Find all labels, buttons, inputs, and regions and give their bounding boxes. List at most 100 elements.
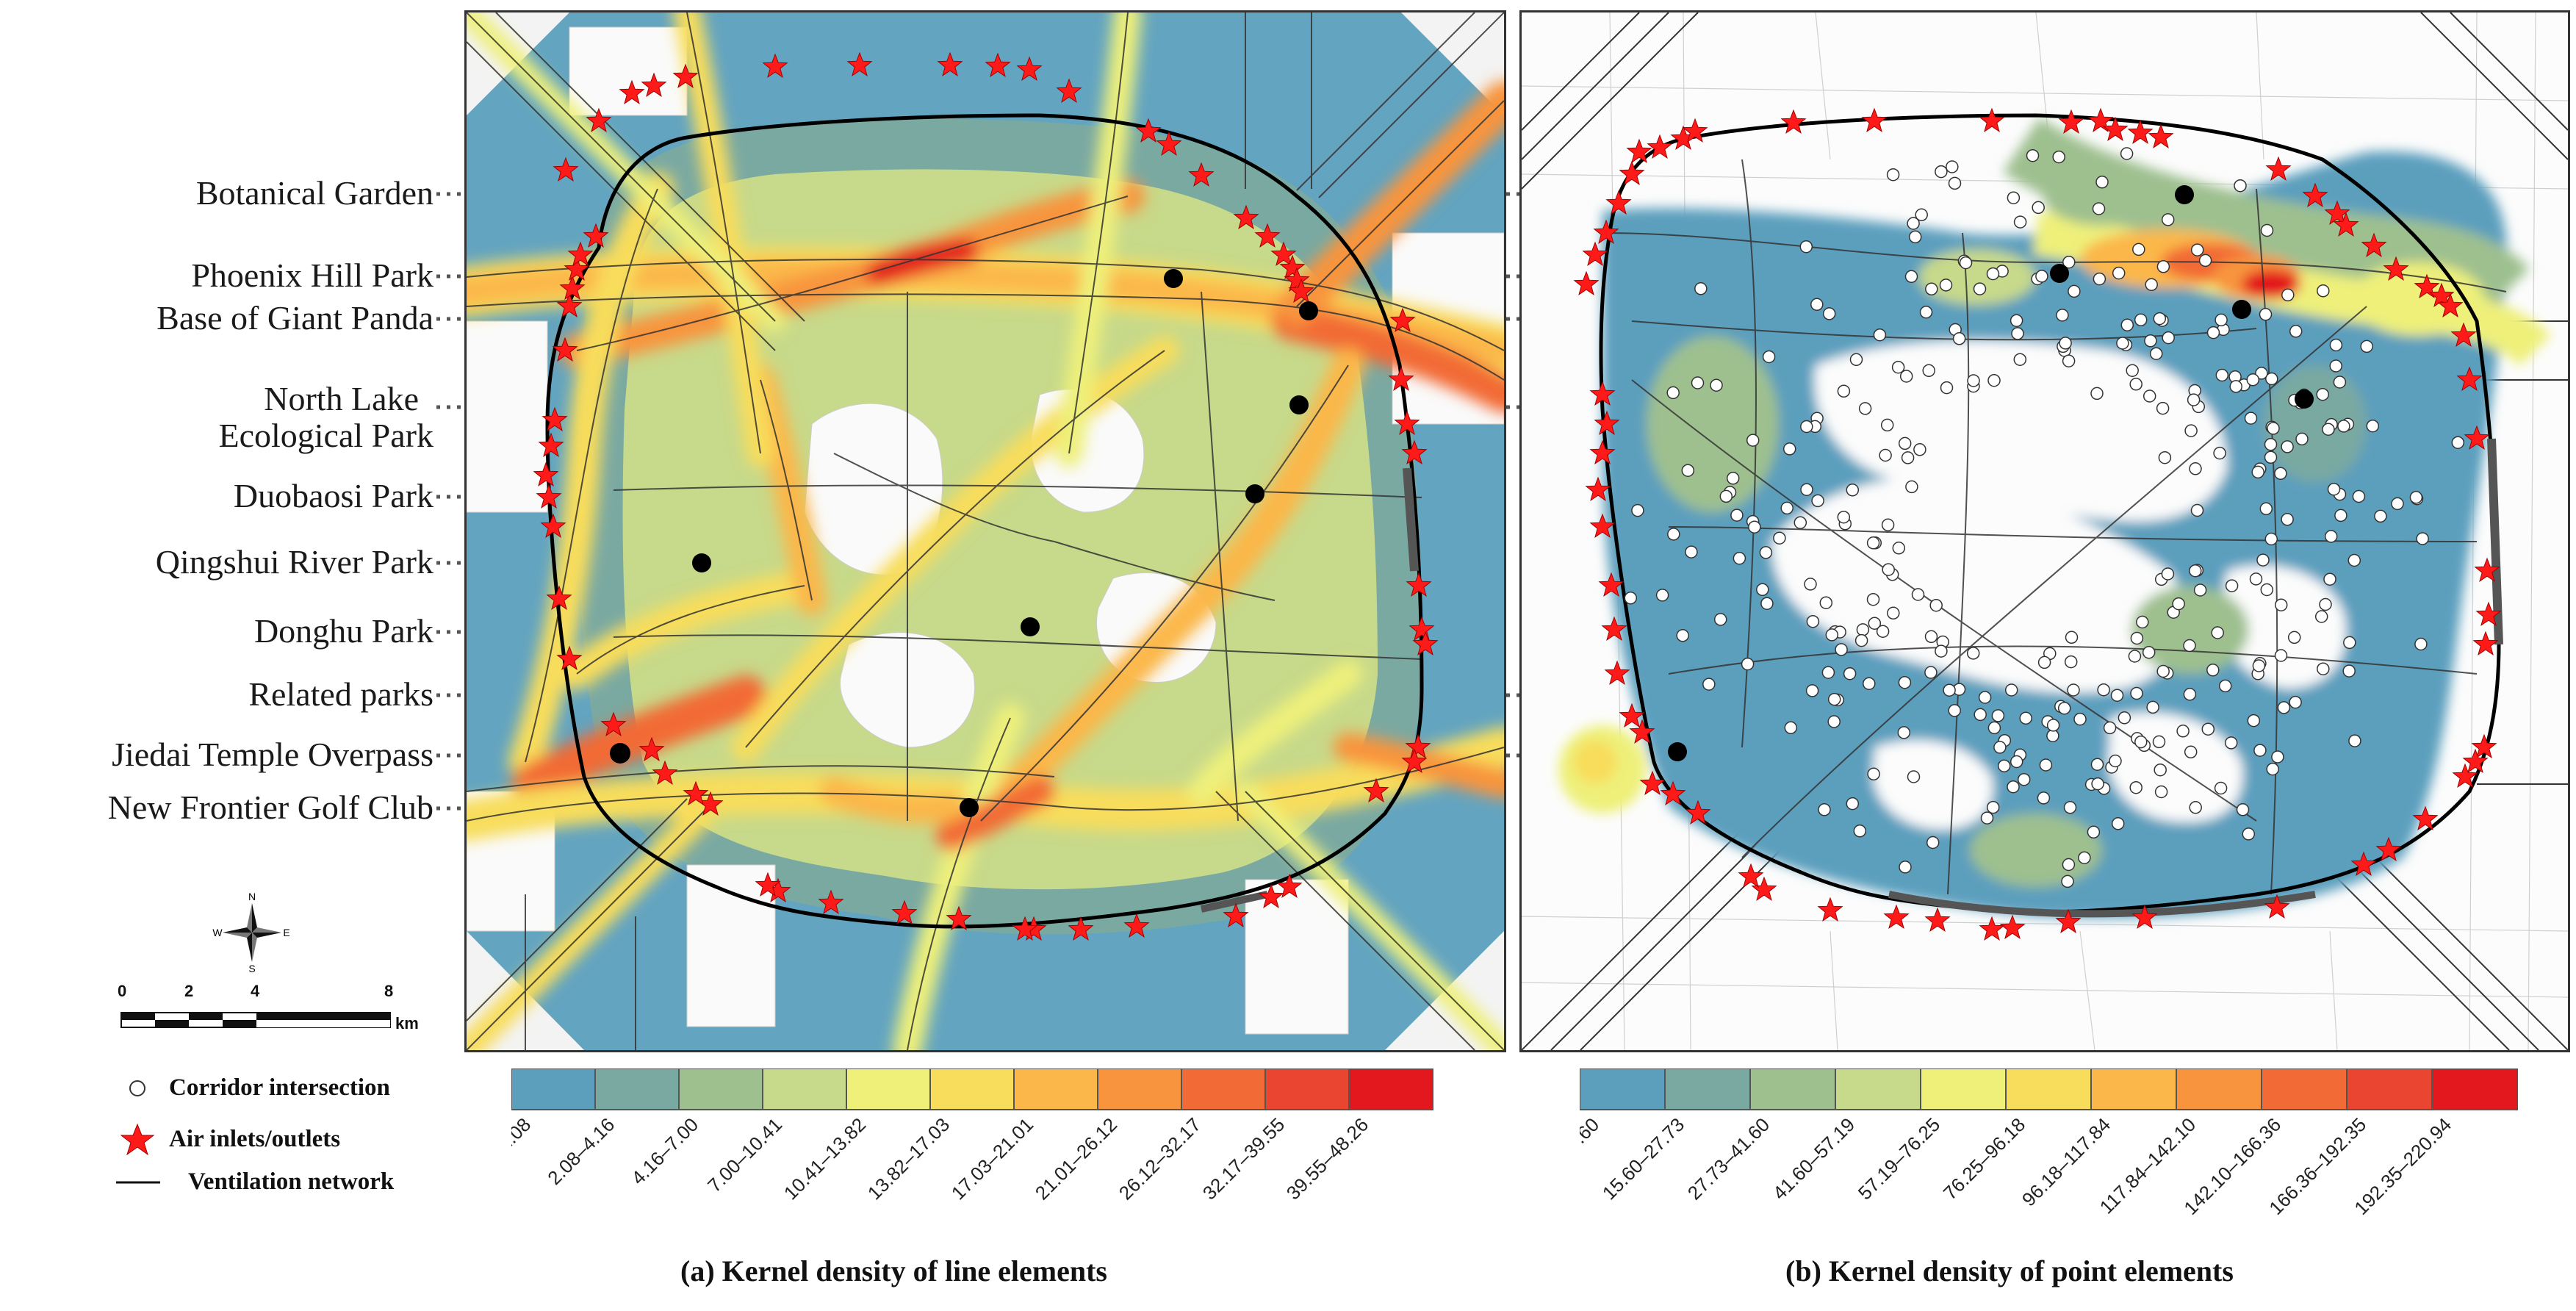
corridor-intersection-point	[1784, 721, 1798, 735]
air-inlet-star	[638, 736, 665, 761]
corridor-intersection-point	[1746, 434, 1760, 447]
air-inlet-star	[1751, 876, 1777, 901]
corridor-intersection-point	[2264, 437, 2278, 451]
air-inlet-star	[2375, 836, 2402, 861]
park-label-botanical-garden: Botanical Garden	[195, 174, 433, 212]
north-arrow: N E S W	[212, 892, 289, 973]
air-inlet-star	[1685, 800, 1711, 825]
air-inlet-star	[619, 79, 645, 104]
corridor-intersection-point	[2324, 530, 2338, 543]
corridor-intersection-point	[2037, 791, 2051, 805]
corridor-intersection-point	[2246, 373, 2260, 387]
scale-tick-8: 8	[384, 982, 394, 1000]
corridor-intersection-point	[1892, 542, 1906, 555]
air-inlet-star	[552, 337, 578, 362]
corridor-intersection-point	[2118, 711, 2131, 725]
corridor-intersection-point	[1856, 623, 1870, 636]
air-inlet-star	[1223, 902, 1249, 927]
air-inlet-star	[586, 107, 612, 132]
air-inlet-star	[755, 872, 781, 897]
corridor-intersection-point	[1966, 647, 1980, 660]
legend-swatch	[511, 1068, 596, 1110]
corridor-intersection-point	[1924, 666, 1938, 679]
legend-swatch	[1749, 1068, 1836, 1110]
air-inlet-star	[1582, 241, 1608, 266]
corridor-intersection-point	[2224, 736, 2238, 750]
air-inlet-star	[1258, 883, 1284, 908]
legend-swatch	[1664, 1068, 1751, 1110]
corridor-intersection-point	[2142, 645, 2156, 659]
corridor-intersection-point	[2333, 376, 2347, 389]
corridor-intersection-point	[2073, 712, 2087, 726]
air-inlet-star	[1389, 307, 1416, 332]
corridor-intersection-point	[1986, 800, 2000, 814]
air-inlet-star	[1288, 278, 1314, 303]
corridor-intersection-point	[2265, 372, 2278, 386]
corridor-intersection-point	[1773, 531, 1786, 545]
corridor-intersection-point	[1946, 160, 1959, 173]
corridor-intersection-point	[2260, 223, 2274, 237]
corridor-intersection-point	[1899, 861, 1912, 874]
corridor-intersection-point	[1760, 597, 1774, 610]
air-inlet-star	[533, 461, 559, 486]
corridor-intersection-point	[2274, 598, 2288, 611]
legend-swatch	[594, 1068, 680, 1110]
corridor-intersection-point	[1837, 384, 1851, 398]
corridor-intersection-point	[2097, 683, 2110, 697]
corridor-intersection-point	[2132, 243, 2145, 256]
air-inlets-b	[1573, 107, 2502, 941]
air-inlet-star	[2127, 119, 2154, 144]
air-inlet-star	[2464, 425, 2490, 450]
corridor-intersection-point	[2266, 762, 2279, 776]
air-inlet-star	[2456, 366, 2483, 391]
corridor-intersection-point	[2323, 572, 2336, 586]
air-inlet-star	[1068, 916, 1094, 941]
corridor-intersection-point	[1907, 217, 1920, 230]
park-label-donghu-park: Donghu Park	[253, 612, 433, 650]
air-inlet-star	[1573, 270, 1600, 295]
legend-class-label: 39.55–48.26	[1282, 1113, 1372, 1204]
air-inlet-star	[2472, 631, 2499, 656]
air-inlet-star	[546, 585, 572, 610]
corridor-intersection-point	[2201, 722, 2215, 736]
corridor-intersection-point	[1631, 503, 1644, 517]
legend-swatch	[678, 1068, 763, 1110]
air-inlet-star	[1276, 873, 1303, 898]
air-inlet-star	[1626, 138, 1652, 163]
air-inlet-star	[1629, 719, 1655, 744]
air-inlet-star	[937, 51, 963, 76]
corridor-intersection-point	[1886, 168, 1900, 182]
corridor-intersection-point	[2229, 380, 2242, 393]
corridor-intersection-point	[2052, 150, 2065, 164]
corridor-intersection-point	[2225, 579, 2239, 592]
corridor-intersection-point	[2337, 420, 2350, 433]
legend-ramp-b: 6.07–15.6015.60–27.7327.73–41.6041.60–57…	[1580, 1068, 2518, 1219]
corridor-intersection-point	[2215, 368, 2229, 382]
corridor-intersection-point	[2063, 801, 2077, 814]
park-points-a	[610, 269, 1318, 817]
corridor-intersection-point	[2329, 359, 2342, 373]
air-inlet-star	[1233, 204, 1259, 229]
air-inlet-star	[946, 905, 972, 930]
legend-swatch	[762, 1068, 847, 1110]
corridor-intersection-point	[2190, 243, 2204, 256]
corridor-intersection-point	[2134, 735, 2148, 749]
air-inlet-star	[1405, 733, 1431, 758]
corridor-intersection-point	[1748, 520, 1761, 534]
corridor-intersection-point	[2109, 754, 2122, 768]
air-inlet-star	[1056, 78, 1082, 103]
corridor-intersection-point	[2236, 803, 2250, 816]
air-inlet-star	[1605, 190, 1632, 215]
air-inlet-star	[1738, 863, 1764, 888]
park-label-base-of-giant-panda: Base of Giant Panda	[156, 299, 433, 337]
air-inlet-star	[1363, 777, 1389, 802]
corridor-intersection-point	[1713, 613, 1727, 626]
air-inlet-star	[672, 63, 699, 88]
corridor-intersection-point	[2253, 744, 2267, 757]
corridor-intersection-point	[2271, 750, 2284, 764]
corridor-intersection-point	[1655, 589, 1669, 602]
air-inlet-star	[1682, 118, 1708, 143]
air-inlet-star	[2264, 894, 2290, 919]
corridor-intersection-point	[2348, 734, 2361, 747]
air-inlet-star	[1585, 476, 1611, 501]
